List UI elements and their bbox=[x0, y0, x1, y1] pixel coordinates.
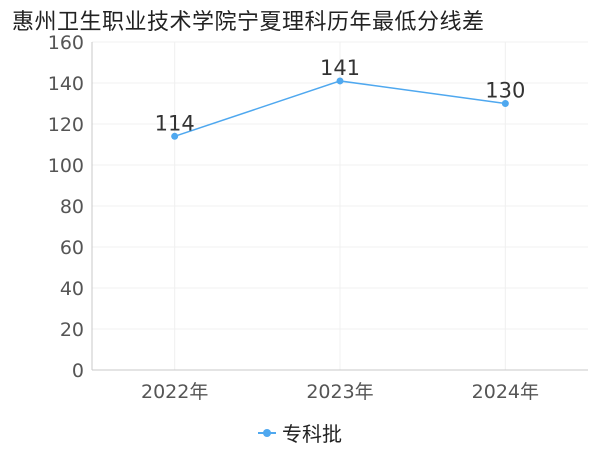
grid-lines bbox=[92, 41, 588, 370]
chart-title: 惠州卫生职业技术学院宁夏理科历年最低分线差 bbox=[12, 10, 485, 35]
y-tick-label: 100 bbox=[48, 155, 84, 177]
y-tick-label: 0 bbox=[72, 360, 84, 382]
y-tick-label: 20 bbox=[60, 319, 84, 341]
legend-label: 专科批 bbox=[282, 422, 342, 446]
data-labels: 114 141 130 bbox=[155, 56, 526, 135]
x-tick-label: 2022年 bbox=[141, 381, 208, 403]
y-tick-label: 40 bbox=[60, 278, 84, 300]
y-tick-label: 60 bbox=[60, 237, 84, 259]
axes: 0 20 40 60 80 100 120 140 160 2022年 2023年 2024年 bbox=[48, 32, 588, 403]
y-tick-label: 80 bbox=[60, 196, 84, 218]
y-tick-label: 160 bbox=[48, 32, 84, 54]
data-point bbox=[171, 132, 179, 140]
y-tick-label: 120 bbox=[48, 114, 84, 136]
data-label: 141 bbox=[320, 56, 360, 80]
data-point bbox=[501, 100, 509, 107]
y-tick-label: 140 bbox=[48, 73, 84, 95]
data-label: 130 bbox=[485, 79, 525, 103]
legend: 专科批 bbox=[0, 418, 600, 447]
data-point bbox=[336, 77, 344, 85]
x-tick-label: 2024年 bbox=[472, 381, 539, 403]
legend-marker bbox=[258, 427, 276, 439]
series-layer bbox=[171, 77, 509, 140]
x-tick-label: 2023年 bbox=[306, 381, 373, 403]
data-label: 114 bbox=[155, 111, 195, 135]
